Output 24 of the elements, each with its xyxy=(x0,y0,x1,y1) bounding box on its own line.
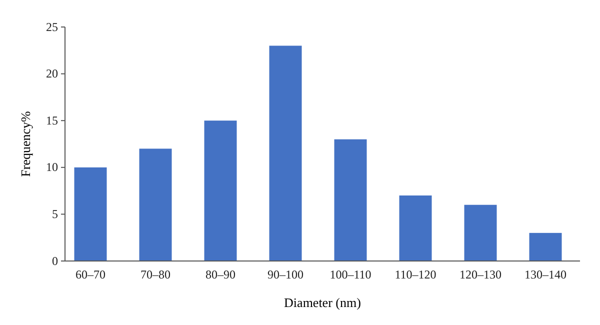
bar xyxy=(399,195,432,261)
bar xyxy=(464,204,497,261)
y-tick-label: 20 xyxy=(46,66,58,81)
y-tick-label: 15 xyxy=(46,113,58,128)
y-axis-title: Frequency% xyxy=(18,110,33,177)
x-tick-label: 110–120 xyxy=(394,268,436,282)
x-tick-label: 70–80 xyxy=(140,268,170,282)
y-tick-label: 0 xyxy=(52,254,58,268)
x-tick-label: 80–90 xyxy=(206,268,236,282)
y-tick-label: 5 xyxy=(52,207,58,222)
x-tick-label: 90–100 xyxy=(268,268,304,282)
bar xyxy=(269,46,302,261)
x-tick-label: 130–140 xyxy=(524,268,566,282)
bar xyxy=(334,139,367,261)
x-tick-label: 100–110 xyxy=(330,268,372,282)
y-tick-label: 25 xyxy=(46,20,58,34)
x-tick-label: 60–70 xyxy=(76,268,106,282)
x-tick-label: 120–130 xyxy=(460,268,502,282)
x-axis-title: Diameter (nm) xyxy=(284,295,361,310)
bar xyxy=(74,167,107,261)
y-tick-label: 10 xyxy=(46,160,58,174)
bar xyxy=(204,120,237,261)
bar xyxy=(529,232,562,261)
bar xyxy=(139,148,172,261)
